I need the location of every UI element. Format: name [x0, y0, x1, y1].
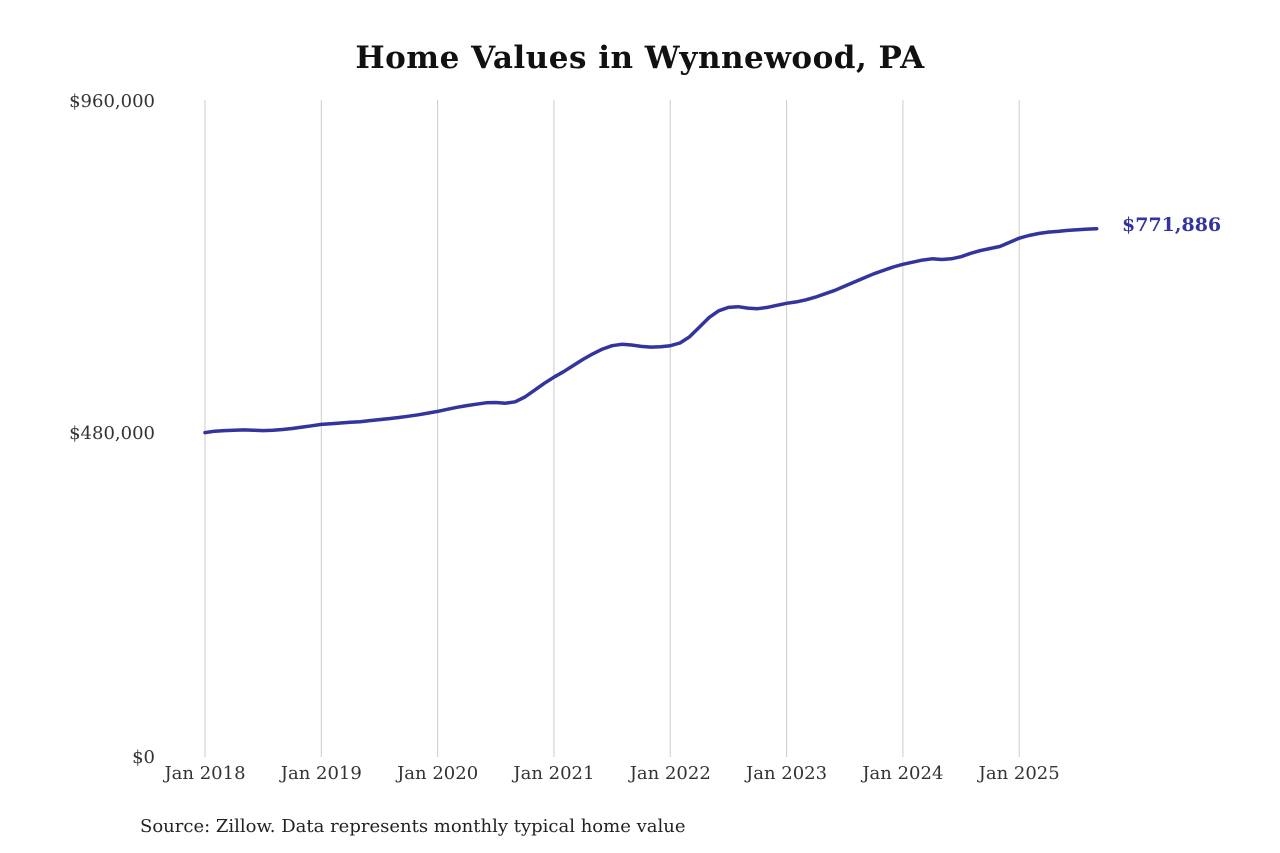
y-axis-tick-480000: $480,000 — [69, 423, 155, 444]
x-axis-tick-2023: Jan 2023 — [746, 763, 828, 784]
x-axis-tick-2020: Jan 2020 — [397, 763, 479, 784]
x-axis-tick-2025: Jan 2025 — [978, 763, 1060, 784]
x-axis-tick-2021: Jan 2021 — [513, 763, 595, 784]
y-axis-tick-960000: $960,000 — [69, 91, 155, 112]
x-axis-tick-2022: Jan 2022 — [629, 763, 711, 784]
chart-title: Home Values in Wynnewood, PA — [355, 40, 925, 76]
x-axis-tick-2024: Jan 2024 — [862, 763, 944, 784]
y-axis-tick-0: $0 — [132, 747, 155, 768]
x-axis-tick-2018: Jan 2018 — [164, 763, 246, 784]
source-note: Source: Zillow. Data represents monthly … — [140, 816, 686, 837]
latest-value-label: $771,886 — [1122, 214, 1222, 236]
home-value-line — [203, 226, 1099, 435]
x-axis-tick-2019: Jan 2019 — [280, 763, 362, 784]
